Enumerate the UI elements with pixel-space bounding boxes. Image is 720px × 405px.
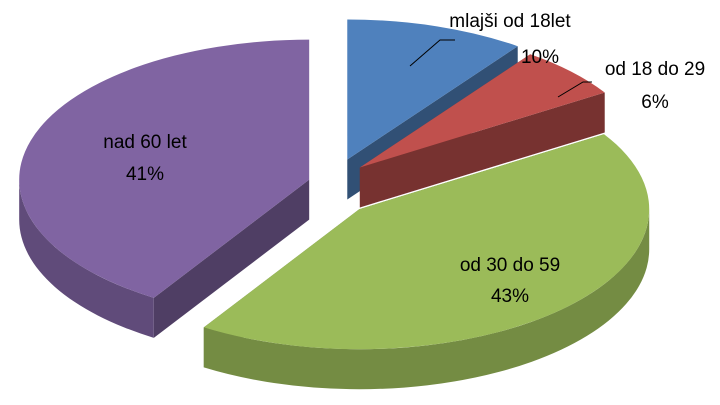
- slice-walls: [19, 179, 650, 390]
- slice-wall: [203, 209, 650, 390]
- slice: [19, 39, 310, 298]
- leader-line: [557, 81, 592, 98]
- slice: [203, 134, 650, 350]
- data-label-name: mlajši od 18let: [449, 11, 571, 32]
- slice: [347, 19, 518, 160]
- slice-tops: [19, 19, 650, 350]
- data-label-value: 6%: [641, 92, 669, 113]
- data-label-value: 10%: [521, 47, 559, 68]
- data-label-value: 43%: [491, 286, 529, 307]
- slice: [359, 54, 605, 168]
- leader-line: [409, 39, 455, 67]
- data-label-value: 41%: [126, 164, 164, 185]
- slice-side: [153, 179, 310, 338]
- slice-side: [359, 92, 605, 208]
- data-label-name: nad 60 let: [103, 132, 187, 153]
- data-label-name: od 30 do 59: [460, 255, 560, 276]
- slice-wall: [19, 179, 154, 338]
- data-label-name: od 18 do 29: [605, 59, 705, 80]
